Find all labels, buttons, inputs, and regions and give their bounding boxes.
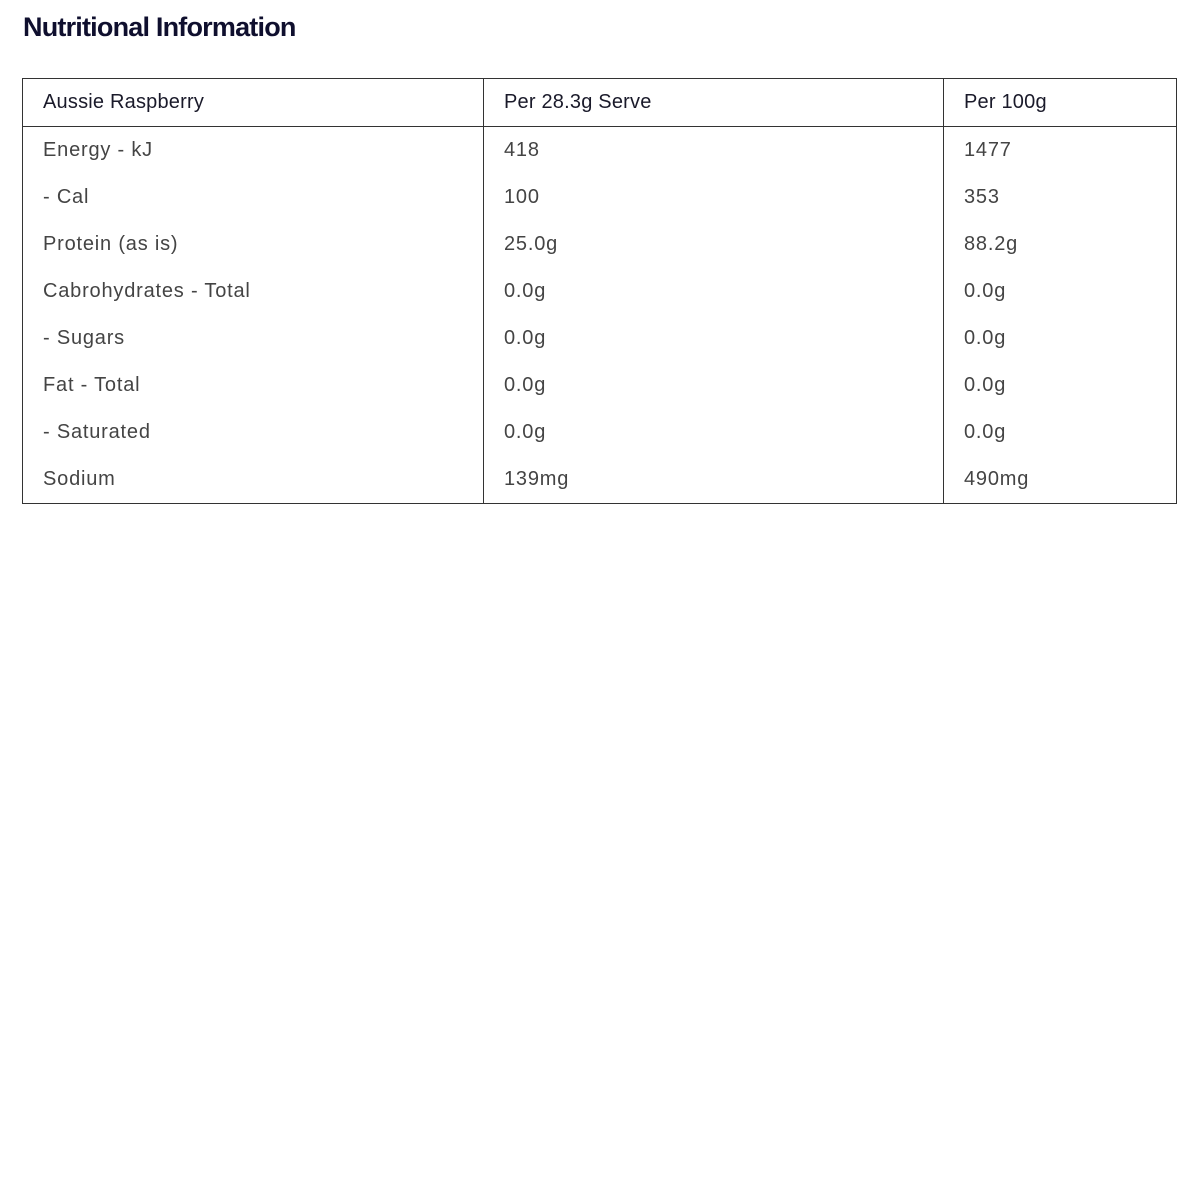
per-serve-value: 100: [483, 174, 944, 221]
nutrient-name: - Sugars: [22, 315, 484, 362]
table-row: Fat - Total 0.0g 0.0g: [22, 362, 1177, 409]
table-row: - Sugars 0.0g 0.0g: [22, 315, 1177, 362]
per-serve-value: 139mg: [483, 456, 944, 504]
per-100g-value: 0.0g: [943, 362, 1177, 409]
nutrient-name: Energy - kJ: [22, 126, 484, 174]
per-serve-value: 418: [483, 126, 944, 174]
per-serve-value: 0.0g: [483, 362, 944, 409]
per-serve-value: 0.0g: [483, 315, 944, 362]
per-100g-value: 0.0g: [943, 409, 1177, 456]
table-row: Sodium 139mg 490mg: [22, 456, 1177, 504]
nutrient-name: - Cal: [22, 174, 484, 221]
per-serve-value: 0.0g: [483, 409, 944, 456]
nutrient-name: - Saturated: [22, 409, 484, 456]
per-100g-value: 353: [943, 174, 1177, 221]
page-title: Nutritional Information: [23, 12, 296, 42]
table-row: Energy - kJ 418 1477: [22, 126, 1177, 174]
nutrient-name: Protein (as is): [22, 221, 484, 268]
header-product: Aussie Raspberry: [22, 78, 484, 127]
table-row: - Saturated 0.0g 0.0g: [22, 409, 1177, 456]
per-serve-value: 25.0g: [483, 221, 944, 268]
per-100g-value: 1477: [943, 126, 1177, 174]
per-100g-value: 490mg: [943, 456, 1177, 504]
nutrient-name: Sodium: [22, 456, 484, 504]
table-header-row: Aussie Raspberry Per 28.3g Serve Per 100…: [22, 78, 1177, 127]
table-row: Cabrohydrates - Total 0.0g 0.0g: [22, 268, 1177, 315]
per-100g-value: 0.0g: [943, 268, 1177, 315]
table-row: Protein (as is) 25.0g 88.2g: [22, 221, 1177, 268]
per-100g-value: 88.2g: [943, 221, 1177, 268]
per-serve-value: 0.0g: [483, 268, 944, 315]
nutrient-name: Fat - Total: [22, 362, 484, 409]
nutrition-table: Aussie Raspberry Per 28.3g Serve Per 100…: [22, 78, 1177, 504]
nutrient-name: Cabrohydrates - Total: [22, 268, 484, 315]
header-per-100g: Per 100g: [943, 78, 1177, 127]
header-per-serve: Per 28.3g Serve: [483, 78, 944, 127]
per-100g-value: 0.0g: [943, 315, 1177, 362]
table-row: - Cal 100 353: [22, 174, 1177, 221]
